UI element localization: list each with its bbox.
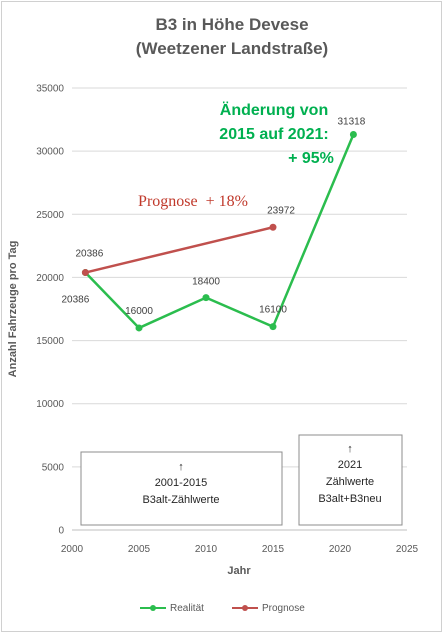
legend-label-prognose: Prognose bbox=[262, 603, 305, 614]
chart-title-line-1: B3 in Höhe Devese bbox=[155, 15, 308, 34]
legend: Realität Prognose bbox=[140, 603, 305, 614]
x-tick-label: 2000 bbox=[61, 544, 84, 555]
box-arrow: ↑ bbox=[178, 461, 184, 473]
box-line-2: B3alt-Zählwerte bbox=[142, 494, 219, 506]
change-annotation-line-2: 2015 auf 2021: bbox=[219, 126, 328, 143]
y-tick-label: 15000 bbox=[36, 336, 64, 347]
legend-item-realitaet: Realität bbox=[140, 603, 204, 614]
box-line-1: 2001-2015 bbox=[155, 477, 208, 489]
legend-label-realitaet: Realität bbox=[170, 603, 204, 614]
y-tick-label: 5000 bbox=[42, 462, 65, 473]
y-tick-label: 0 bbox=[58, 526, 64, 537]
annotation-box-2001-2015: ↑ 2001-2015 B3alt-Zählwerte bbox=[80, 451, 283, 526]
data-point-prognose bbox=[269, 223, 277, 231]
box-line-3: B3alt+B3neu bbox=[318, 493, 381, 505]
legend-item-prognose: Prognose bbox=[232, 603, 305, 614]
box-line-1: 2021 bbox=[338, 459, 362, 471]
legend-marker-realitaet bbox=[150, 605, 156, 611]
forecast-annotation: Prognose + 18% bbox=[138, 193, 248, 210]
box-arrow: ↑ bbox=[347, 443, 353, 455]
y-axis-label: Anzahl Fahrzeuge pro Tag bbox=[7, 241, 19, 378]
data-labels: 20386 16000 18400 16100 31318 20386 23972 bbox=[61, 116, 365, 316]
change-annotation-line-1: Änderung von bbox=[220, 101, 328, 119]
annotation-box-frame bbox=[80, 451, 283, 526]
y-tick-label: 25000 bbox=[36, 210, 64, 221]
annotation-box-2021: ↑ 2021 Zählwerte B3alt+B3neu bbox=[298, 434, 403, 526]
legend-marker-prognose bbox=[242, 605, 248, 611]
box-line-2: Zählwerte bbox=[326, 476, 374, 488]
x-tick-label: 2010 bbox=[195, 544, 218, 555]
data-point-realitaet bbox=[135, 324, 143, 332]
data-label-realitaet: 16100 bbox=[259, 305, 287, 316]
data-point-realitaet bbox=[202, 294, 210, 302]
y-tick-label: 30000 bbox=[36, 147, 64, 158]
data-point-realitaet bbox=[269, 323, 277, 331]
data-label-realitaet: 18400 bbox=[192, 277, 220, 288]
annotation-box-frame bbox=[298, 434, 403, 526]
data-label-realitaet: 20386 bbox=[61, 295, 89, 306]
x-tick-label: 2020 bbox=[329, 544, 352, 555]
series-layer bbox=[81, 130, 357, 332]
y-tick-label: 20000 bbox=[36, 273, 64, 284]
x-tick-label: 2015 bbox=[262, 544, 285, 555]
x-tick-label: 2025 bbox=[396, 544, 419, 555]
data-label-prognose: 23972 bbox=[267, 205, 295, 216]
series-line-prognose bbox=[85, 226, 274, 274]
y-tick-labels: 0 5000 10000 15000 20000 25000 30000 35000 bbox=[36, 84, 64, 537]
data-label-prognose: 20386 bbox=[75, 249, 103, 260]
y-tick-label: 35000 bbox=[36, 84, 64, 95]
x-tick-label: 2005 bbox=[128, 544, 151, 555]
chart-title-line-2: (Weetzener Landstraße) bbox=[136, 39, 328, 58]
change-annotation-line-3: + 95% bbox=[288, 150, 334, 167]
data-point-prognose bbox=[81, 269, 89, 277]
x-tick-labels: 2000 2005 2010 2015 2020 2025 bbox=[61, 544, 419, 555]
y-tick-label: 10000 bbox=[36, 399, 64, 410]
data-label-realitaet: 31318 bbox=[337, 116, 365, 127]
x-axis-label: Jahr bbox=[227, 565, 251, 577]
data-label-realitaet: 16000 bbox=[125, 306, 153, 317]
data-point-realitaet bbox=[349, 130, 357, 138]
